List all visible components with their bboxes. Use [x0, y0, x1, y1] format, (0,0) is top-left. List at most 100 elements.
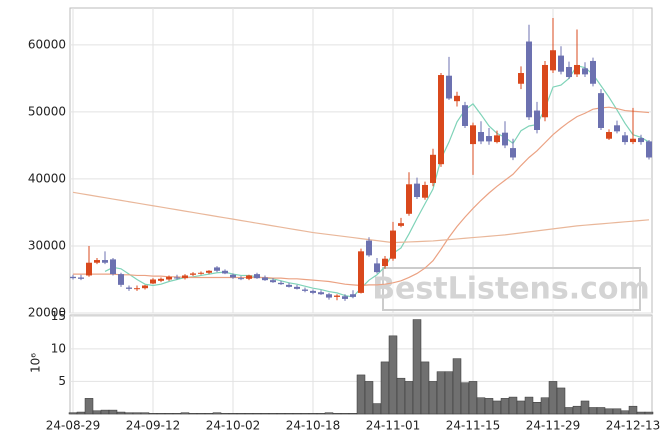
- candle-body: [78, 277, 84, 279]
- volume-bar: [332, 413, 342, 415]
- candle-body: [262, 277, 268, 281]
- candle-body: [590, 60, 596, 84]
- volume-bar: [572, 405, 582, 415]
- candle-body: [542, 64, 548, 118]
- volume-bar: [316, 413, 326, 415]
- candle-body: [606, 132, 612, 139]
- candle-body: [494, 135, 500, 143]
- candle-body: [110, 259, 116, 275]
- volume-bar: [244, 413, 254, 415]
- volume-bar: [596, 407, 606, 415]
- volume-bar: [628, 405, 638, 415]
- candle-body: [198, 272, 204, 274]
- volume-bar: [268, 413, 278, 415]
- candle-body: [518, 73, 524, 84]
- candle-body: [438, 75, 444, 165]
- volume-bar: [636, 411, 646, 415]
- volume-bar: [508, 396, 518, 415]
- candle-body: [278, 282, 284, 285]
- candle-body: [366, 240, 372, 256]
- volume-bar: [612, 408, 622, 415]
- candle-body: [294, 286, 300, 289]
- volume-bar: [372, 403, 382, 415]
- y-tick-label: 10: [51, 341, 66, 355]
- volume-bar: [548, 381, 558, 415]
- candle-body: [510, 148, 516, 158]
- volume-bar: [380, 361, 390, 415]
- volume-bar: [484, 398, 494, 415]
- volume-bar: [100, 409, 110, 415]
- candle-body: [374, 263, 380, 273]
- candle-body: [86, 262, 92, 276]
- y-tick-label: 60000: [28, 37, 66, 51]
- volume-bar: [116, 411, 126, 415]
- volume-bar: [492, 400, 502, 415]
- candle-body: [158, 278, 164, 281]
- volume-bar: [124, 412, 134, 415]
- volume-bar: [228, 413, 238, 415]
- y-axis-label: 10⁶: [29, 353, 43, 373]
- volume-bar: [348, 413, 358, 415]
- x-tick-label: 24-11-15: [446, 419, 500, 433]
- candle-body: [182, 275, 188, 279]
- candle-body: [318, 292, 324, 295]
- volume-bar: [92, 410, 102, 415]
- volume-bar: [292, 413, 302, 415]
- y-tick-label: 40000: [28, 171, 66, 185]
- candle-body: [238, 278, 244, 280]
- candle-body: [582, 68, 588, 75]
- candle-body: [254, 274, 260, 279]
- volume-bar: [356, 374, 366, 415]
- volume-bar: [468, 381, 478, 415]
- candle-body: [222, 270, 228, 274]
- candle-body: [622, 135, 628, 143]
- candle-body: [190, 273, 196, 275]
- x-tick-label: 24-10-02: [206, 419, 260, 433]
- volume-bar: [556, 387, 566, 415]
- volume-bar: [540, 397, 550, 415]
- volume-bar: [340, 413, 350, 415]
- candle-body: [174, 277, 180, 279]
- volume-bar: [220, 413, 230, 415]
- volume-bar: [76, 411, 86, 415]
- volume-bar: [140, 412, 150, 415]
- volume-bar: [284, 413, 294, 415]
- y-tick-label: 20000: [28, 306, 66, 320]
- candle-body: [550, 50, 556, 71]
- y-tick-label: 5: [58, 374, 66, 388]
- volume-bar: [452, 358, 462, 415]
- candle-body: [326, 294, 332, 298]
- volume-bar: [588, 407, 598, 415]
- candle-body: [598, 93, 604, 128]
- x-tick-label: 24-10-18: [286, 419, 340, 433]
- candle-body: [270, 280, 276, 283]
- candle-body: [462, 105, 468, 126]
- volume-bar: [412, 319, 422, 415]
- volume-bar: [252, 413, 262, 415]
- volume-bar: [156, 413, 166, 415]
- candle-body: [334, 295, 340, 297]
- candle-body: [534, 110, 540, 130]
- candle-body: [134, 288, 140, 290]
- volume-bar: [148, 413, 158, 415]
- volume-bar: [212, 412, 222, 415]
- volume-bar: [500, 398, 510, 415]
- candle-body: [230, 274, 236, 278]
- volume-bar: [300, 413, 310, 415]
- volume-bar: [204, 413, 214, 415]
- y-tick-label: 30000: [28, 238, 66, 252]
- volume-bar: [388, 335, 398, 415]
- volume-bar: [620, 410, 630, 415]
- volume-bar: [236, 413, 246, 415]
- x-tick-label: 24-09-12: [126, 419, 180, 433]
- volume-bar: [604, 408, 614, 415]
- grid: [70, 8, 652, 414]
- volume-bar: [532, 402, 542, 415]
- candle-body: [150, 279, 156, 284]
- candle-body: [558, 55, 564, 72]
- volume-bar: [516, 400, 526, 415]
- candle-body: [302, 289, 308, 291]
- x-tick-label: 24-12-13: [606, 419, 660, 433]
- candle-body: [398, 223, 404, 226]
- candle-body: [166, 276, 172, 280]
